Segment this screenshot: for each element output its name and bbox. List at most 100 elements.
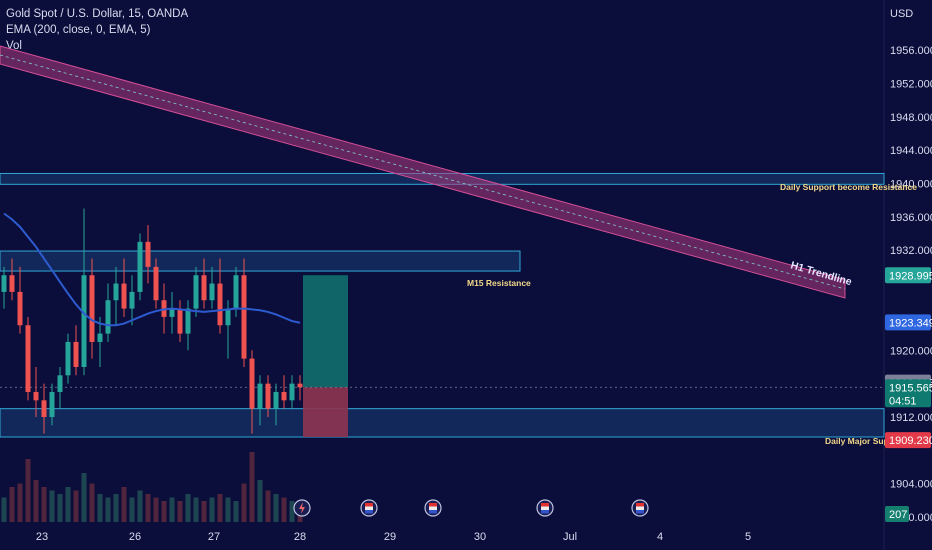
volume-bar [65,487,71,522]
axis-unit: USD [890,8,914,20]
candle-body [249,358,255,409]
volume-bar [145,494,151,522]
candle-body [121,283,127,309]
x-tick-label: 28 [294,531,306,543]
y-tick-label: 1936.000 [890,212,932,224]
volume-bar [33,480,39,522]
volume-bar [17,483,23,522]
volume-bar [201,501,207,522]
volume-bar [233,501,239,522]
volume-bar [241,483,247,522]
volume-bar [273,494,279,522]
price-badge [885,379,931,408]
candle-body [129,291,135,309]
y-tick-label: 1952.000 [890,78,932,90]
candle-body [65,341,71,376]
candle-body [281,391,287,401]
volume-bar [177,501,183,522]
zone-label: Daily Major Support [825,436,905,446]
price-badge-countdown: 04:51 [889,395,917,407]
zone-rect [0,250,521,272]
flag-event-icon [424,499,442,517]
candle-body [169,308,175,317]
candle-body [225,308,231,326]
y-tick-label: 1956.000 [890,45,932,57]
x-tick-label: 4 [657,531,663,543]
x-tick-label: Jul [563,531,577,543]
y-tick-label: 1944.000 [890,145,932,157]
candle-body [105,300,111,334]
volume-bar [185,494,191,522]
y-tick-label: 1932.000 [890,245,932,257]
volume-bar [49,490,55,522]
candle-body [17,291,23,326]
volume-bar [57,494,63,522]
volume-bar [257,480,263,522]
candle-body [201,275,207,301]
volume-bar [225,497,231,522]
volume-badge-label: 207 [889,509,907,521]
volume-bar [217,494,223,522]
candle-body [145,241,151,267]
y-tick-label: 1948.000 [890,112,932,124]
volume-bar [209,497,215,522]
flag-event-icon [360,499,378,517]
candle-body [57,375,63,392]
candle-body [89,275,95,342]
volume-bar [289,501,295,522]
trendline-midline [0,54,846,290]
x-tick-label: 5 [745,531,751,543]
volume-bar [25,459,31,522]
volume-bar [137,490,143,522]
candle-body [289,383,295,401]
y-tick-label: 1920.000 [890,345,932,357]
volume-bar [129,497,135,522]
volume-bar [1,497,7,522]
volume-bar [121,487,127,522]
candle-body [265,383,271,409]
candle-body [153,266,159,301]
price-badge-label: 1915.565 [889,382,932,394]
volume-bar [161,501,167,522]
volume-bar [265,490,271,522]
volume-bar [89,483,95,522]
zone-label: Daily Support become Resistance [780,182,917,192]
x-tick-label: 29 [384,531,396,543]
candle-body [1,275,7,292]
volume-bar [41,487,47,522]
price-badge-label: 1909.230 [889,435,932,447]
price-badge-label: 1928.995 [889,270,932,282]
candle-body [49,391,55,417]
x-tick-label: 27 [208,531,220,543]
y-tick-label: 1912.000 [890,412,932,424]
candle-body [257,383,263,409]
flag-event-icon [631,499,649,517]
volume-bar [153,497,159,522]
candle-body [209,283,215,301]
ema-indicator-label: EMA (200, close, 0, EMA, 5) [6,24,151,36]
volume-bar [169,497,175,522]
lightning-event-icon [293,499,311,517]
volume-badge [885,506,909,522]
candle-body [193,275,199,309]
volume-bar [249,452,255,522]
volume-bar [113,494,119,522]
candle-body [177,308,183,334]
candle-body [241,275,247,359]
zone-label: M15 Resistance [467,278,531,288]
candle-body [25,325,31,392]
price-badge-label: 1923.349 [889,317,932,329]
candle-body [113,283,119,301]
symbol-title: Gold Spot / U.S. Dollar, 15, OANDA [6,8,189,20]
candle-body [217,283,223,326]
volume-bar [193,497,199,522]
candle-body [33,391,39,401]
candle-body [233,275,239,309]
zone-rect [0,408,885,438]
target-zone [303,275,348,388]
candle-body [9,275,15,292]
volume-bar [81,473,87,522]
flag-event-icon [536,499,554,517]
volume-bar [73,490,79,522]
